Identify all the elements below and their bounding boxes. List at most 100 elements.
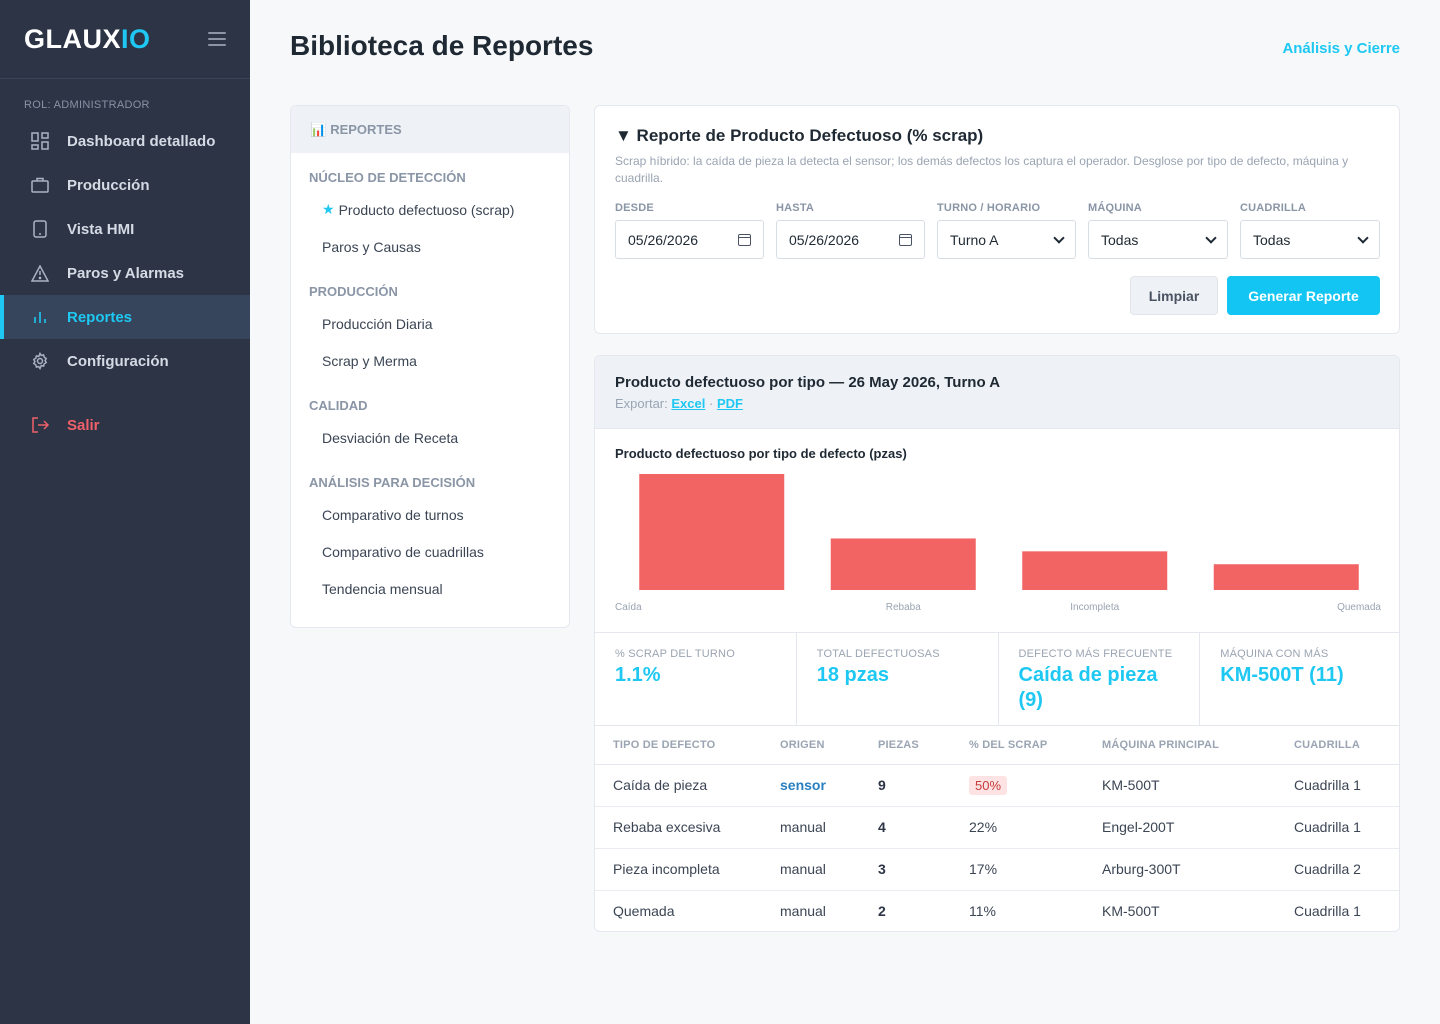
report-item-comparativo-turnos[interactable]: Comparativo de turnos — [322, 506, 464, 523]
star-icon: ★ — [322, 201, 335, 217]
filter-title[interactable]: ▼ Reporte de Producto Defectuoso (% scra… — [615, 126, 984, 145]
chart-bar-incompleta[interactable] — [1022, 551, 1168, 590]
sidebar-item-label: Producción — [67, 176, 150, 194]
sidebar-item-dashboard[interactable]: Dashboard detallado — [0, 119, 250, 163]
sidebar-item-label: Paros y Alarmas — [67, 264, 185, 282]
gear-icon — [30, 351, 50, 371]
kpi-value: 1.1% — [615, 664, 661, 686]
desde-label: DESDE — [615, 202, 654, 214]
report-item-scrap-merma[interactable]: Scrap y Merma — [322, 352, 417, 369]
maquina-select[interactable]: Todas — [1088, 220, 1228, 259]
cell-piezas: 3 — [878, 848, 969, 891]
warning-icon — [30, 263, 50, 283]
cell-maquina: Engel-200T — [1102, 806, 1294, 849]
cell-cuadrilla: Cuadrilla 1 — [1294, 764, 1399, 807]
chart-title: Producto defectuoso por tipo de defecto … — [615, 446, 907, 461]
cell-pct: 11% — [969, 903, 996, 920]
chevron-down-icon — [1053, 231, 1065, 244]
logout-icon — [30, 415, 50, 435]
cell-pct: 22% — [969, 806, 1102, 849]
desde-value: 05/26/2026 — [628, 231, 699, 248]
sidebar-item-label: Vista HMI — [67, 220, 135, 238]
defect-bar-chart: Caída Rebaba Incompleta Quemada — [615, 474, 1381, 613]
kpi-value: 18 pzas — [816, 664, 890, 686]
table-row[interactable]: Rebaba excesiva manual 4 22% Engel-200T … — [595, 806, 1399, 849]
group-title: PRODUCCIÓN — [309, 284, 398, 299]
sidebar: GLAUXIO ROL: ADMINISTRADOR Dashboard det… — [0, 0, 250, 1024]
kpi-label: TOTAL DEFECTUOSAS — [816, 648, 940, 660]
result-title: Producto defectuoso por tipo — 26 May 20… — [615, 374, 1001, 391]
sidebar-item-label: Dashboard detallado — [67, 132, 216, 150]
chart-bar-caída[interactable] — [639, 474, 785, 590]
column-header[interactable]: MÁQUINA PRINCIPAL — [1102, 726, 1294, 765]
kpi-label: % SCRAP DEL TURNO — [615, 648, 735, 660]
report-item-paros-causas[interactable]: Paros y Causas — [322, 238, 421, 255]
report-list-panel: 📊 REPORTES NÚCLEO DE DETECCIÓN ★ Product… — [290, 105, 570, 628]
result-header: Producto defectuoso por tipo — 26 May 20… — [595, 356, 1399, 429]
report-item-desviacion-receta[interactable]: Desviación de Receta — [322, 429, 459, 446]
column-header[interactable]: % DEL SCRAP — [969, 726, 1102, 765]
sidebar-item-label: Configuración — [67, 352, 169, 370]
sidebar-item-vista-hmi[interactable]: Vista HMI — [0, 207, 250, 251]
report-result-panel: Producto defectuoso por tipo — 26 May 20… — [594, 355, 1400, 932]
table-row[interactable]: Caída de pieza sensor 9 50% KM-500T Cuad… — [595, 764, 1399, 807]
cell-origen: manual — [780, 903, 826, 920]
generate-report-button[interactable]: Generar Reporte — [1227, 276, 1380, 315]
maquina-value: Todas — [1101, 231, 1139, 248]
hasta-value: 05/26/2026 — [789, 231, 860, 248]
calendar-icon[interactable] — [738, 233, 751, 246]
turno-field: TURNO / HORARIO Turno A — [937, 202, 1076, 259]
report-item-comparativo-cuadrillas[interactable]: Comparativo de cuadrillas — [322, 543, 484, 560]
menu-toggle-icon[interactable] — [208, 32, 226, 46]
analisis-cierre-link[interactable]: Análisis y Cierre — [1282, 40, 1400, 57]
report-list-header: 📊 REPORTES — [291, 106, 569, 153]
column-header[interactable]: TIPO DE DEFECTO — [595, 726, 780, 765]
kpi-value: KM-500T (11) — [1220, 664, 1344, 686]
logout-label: Salir — [67, 416, 100, 434]
tablet-icon — [30, 219, 50, 239]
kpi-defecto-frecuente: DEFECTO MÁS FRECUENTE Caída de pieza (9) — [999, 633, 1201, 725]
origin-badge: sensor — [780, 777, 826, 793]
desde-date-input[interactable]: 05/26/2026 — [615, 220, 764, 259]
kpi-label: DEFECTO MÁS FRECUENTE — [1018, 648, 1173, 660]
report-item-produccion-diaria[interactable]: Producción Diaria — [322, 315, 433, 332]
cuadrilla-label: CUADRILLA — [1240, 202, 1306, 214]
sidebar-item-produccion[interactable]: Producción — [0, 163, 250, 207]
sidebar-nav: Dashboard detallado Producción Vista HMI… — [0, 119, 250, 447]
column-header[interactable]: PIEZAS — [878, 726, 969, 765]
cell-origen: sensor — [780, 764, 878, 807]
chart-emoji-icon: 📊 — [310, 121, 327, 137]
report-item-tendencia-mensual[interactable]: Tendencia mensual — [322, 580, 443, 597]
sidebar-item-salir[interactable]: Salir — [0, 403, 250, 447]
export-pdf-link[interactable]: PDF — [716, 396, 743, 411]
column-header[interactable]: CUADRILLA — [1294, 726, 1399, 765]
hasta-field: HASTA 05/26/2026 — [776, 202, 925, 259]
clear-button[interactable]: Limpiar — [1130, 276, 1218, 315]
maquina-label: MÁQUINA — [1088, 202, 1142, 214]
cuadrilla-select[interactable]: Todas — [1240, 220, 1380, 259]
sidebar-item-paros-alarmas[interactable]: Paros y Alarmas — [0, 251, 250, 295]
chart-bar-quemada[interactable] — [1213, 564, 1359, 590]
chevron-down-icon — [1357, 231, 1369, 244]
cell-tipo: Quemada — [613, 903, 675, 920]
turno-select[interactable]: Turno A — [937, 220, 1076, 259]
sidebar-item-reportes[interactable]: Reportes — [0, 295, 250, 339]
defect-table: TIPO DE DEFECTO ORIGEN PIEZAS % DEL SCRA… — [595, 726, 1399, 931]
sidebar-item-configuracion[interactable]: Configuración — [0, 339, 250, 383]
table-row[interactable]: Pieza incompleta manual 3 17% Arburg-300… — [595, 848, 1399, 891]
report-item-producto-defectuoso[interactable]: ★ Producto defectuoso (scrap) — [291, 191, 569, 228]
cell-origen: manual — [780, 806, 878, 849]
app-logo[interactable]: GLAUXIO — [24, 23, 151, 54]
export-excel-link[interactable]: Excel — [671, 396, 706, 411]
cell-piezas: 9 — [878, 764, 969, 807]
hasta-date-input[interactable]: 05/26/2026 — [776, 220, 925, 259]
kpi-strip: % SCRAP DEL TURNO 1.1% TOTAL DEFECTUOSAS… — [595, 632, 1399, 726]
export-separator: · — [708, 396, 714, 411]
calendar-icon[interactable] — [899, 233, 912, 246]
table-row[interactable]: Quemada manual 2 11% KM-500T Cuadrilla 1 — [595, 890, 1399, 931]
maquina-field: MÁQUINA Todas — [1088, 202, 1228, 259]
column-header[interactable]: ORIGEN — [780, 726, 878, 765]
filter-description: Scrap híbrido: la caída de pieza la dete… — [615, 154, 1349, 185]
chart-bar-rebaba[interactable] — [830, 538, 976, 590]
cell-piezas: 2 — [878, 903, 886, 920]
